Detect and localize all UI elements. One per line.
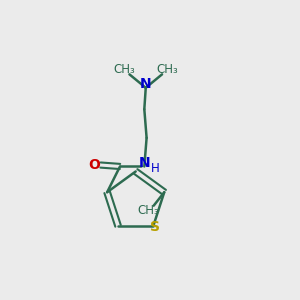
Text: CH₃: CH₃ [113,63,135,76]
Text: S: S [150,220,160,234]
Text: CH₃: CH₃ [156,63,178,76]
Text: H: H [151,162,160,175]
Text: N: N [140,77,152,92]
Text: O: O [88,158,100,172]
Text: N: N [139,156,150,170]
Text: CH₃: CH₃ [138,204,159,217]
